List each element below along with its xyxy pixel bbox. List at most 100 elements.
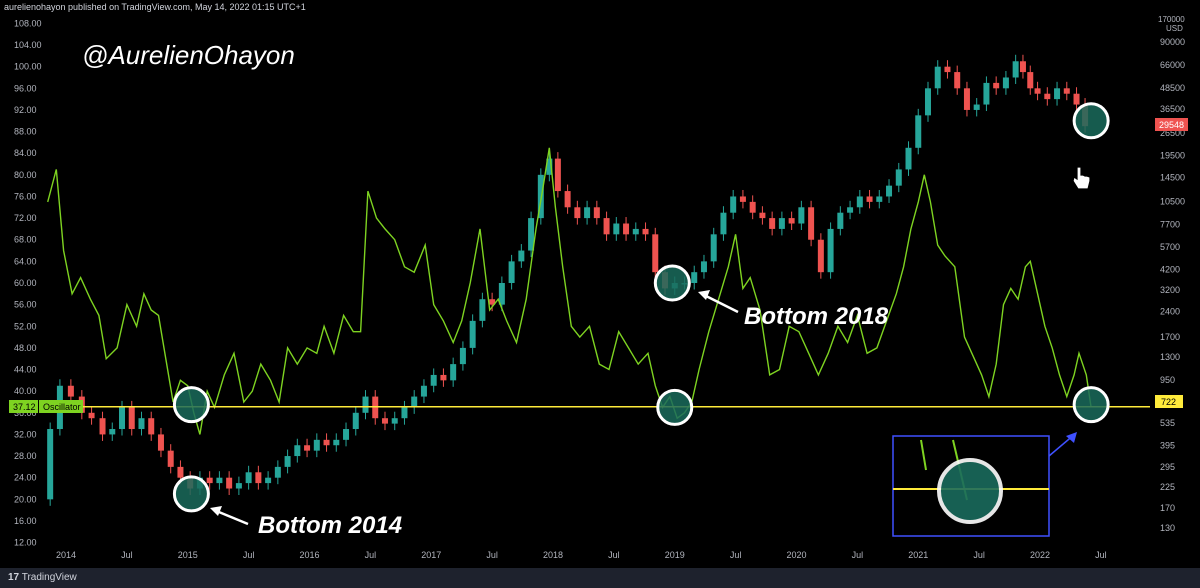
- left-axis-tick: 68.00: [14, 235, 37, 245]
- candle-body: [430, 374, 437, 386]
- left-axis-tick: 64.00: [14, 256, 37, 266]
- candle-body: [546, 158, 553, 175]
- right-axis-tick: 170: [1160, 503, 1175, 513]
- candle-body: [817, 239, 824, 273]
- x-axis-tick: Jul: [730, 550, 742, 560]
- x-axis-tick: 2021: [908, 550, 928, 560]
- right-axis-tick: 395: [1160, 440, 1175, 450]
- left-axis-tick: 24.00: [14, 473, 37, 483]
- left-axis-tick: 52.00: [14, 321, 37, 331]
- candle-body: [226, 477, 233, 489]
- candle-body: [895, 169, 902, 186]
- candle-body: [554, 158, 561, 192]
- candle-body: [401, 407, 408, 419]
- candle-body: [508, 261, 515, 283]
- candle-body: [837, 212, 844, 229]
- candle-body: [128, 407, 135, 430]
- x-axis-tick: Jul: [608, 550, 620, 560]
- x-axis-tick: 2016: [299, 550, 319, 560]
- candle-body: [905, 147, 912, 170]
- candle-body: [177, 466, 184, 478]
- candle-body: [420, 385, 427, 397]
- hand-cursor-icon: [1072, 166, 1091, 190]
- x-axis-tick: 2019: [665, 550, 685, 560]
- right-axis-tick: 90000: [1160, 37, 1185, 47]
- candle-body: [924, 88, 931, 116]
- right-axis-tick: 950: [1160, 375, 1175, 385]
- candle-body: [642, 228, 649, 235]
- candle-body: [788, 218, 795, 224]
- candle-body: [1019, 61, 1026, 73]
- candle-body: [1073, 93, 1080, 105]
- candle-body: [1012, 61, 1019, 78]
- candle-body: [284, 456, 291, 467]
- candle-body: [1002, 77, 1009, 89]
- candle-body: [294, 445, 301, 457]
- highlight-circle: [1072, 386, 1110, 424]
- candle-body: [603, 218, 610, 235]
- candle-body: [245, 472, 252, 484]
- right-axis-tick: 130: [1160, 523, 1175, 533]
- left-axis: 108.00 104.00 100.00 96.00 92.00 88.00 84.00 80…: [14, 18, 42, 547]
- right-axis-tick: 66000: [1160, 60, 1185, 70]
- candle-body: [157, 434, 164, 451]
- candle-body: [498, 283, 505, 305]
- x-axis-tick: 2015: [178, 550, 198, 560]
- candle-body: [235, 483, 242, 489]
- zoom-inset: [892, 432, 1077, 537]
- candle-body: [769, 218, 776, 229]
- candle-body: [265, 477, 272, 484]
- x-axis: 2014 Jul 2015 Jul 2016 Jul 2017 Jul 2018 Jul 2019 J…: [56, 550, 1107, 560]
- left-axis-tick: 12.00: [14, 538, 37, 548]
- x-axis-tick: Jul: [121, 550, 133, 560]
- candle-body: [778, 218, 785, 229]
- candle-body: [574, 207, 581, 219]
- right-axis-tick: 5700: [1160, 242, 1180, 252]
- candle-body: [564, 191, 571, 208]
- left-axis-tick: 48.00: [14, 343, 37, 353]
- right-axis-tick: 19500: [1160, 151, 1185, 161]
- right-axis-unit: USD: [1166, 24, 1183, 33]
- candle-body: [518, 250, 525, 262]
- candle-body: [148, 418, 155, 435]
- candle-body: [993, 82, 1000, 89]
- candle-body: [362, 396, 369, 413]
- candle-body: [313, 439, 320, 451]
- x-axis-tick: 2017: [421, 550, 441, 560]
- x-axis-tick: Jul: [486, 550, 498, 560]
- right-axis-tick: 1700: [1160, 332, 1180, 342]
- x-axis-tick: Jul: [365, 550, 377, 560]
- candle-body: [138, 418, 145, 430]
- candle-body: [1054, 88, 1061, 100]
- candle-body: [876, 196, 883, 202]
- candle-body: [323, 439, 330, 446]
- candle-body: [856, 196, 863, 208]
- right-axis-tick: 3200: [1160, 285, 1180, 295]
- candle-body: [216, 477, 223, 484]
- candle-body: [109, 429, 116, 435]
- right-axis-tick: 36500: [1160, 104, 1185, 114]
- candle-body: [827, 228, 834, 273]
- left-axis-tick: 20.00: [14, 494, 37, 504]
- candle-body: [528, 218, 535, 251]
- right-level-tag: 722: [1155, 395, 1183, 408]
- right-price-tag: 29548: [1155, 118, 1188, 131]
- candle-body: [343, 429, 350, 440]
- candle-body: [1027, 72, 1034, 89]
- candle-body: [983, 82, 990, 105]
- candle-body: [593, 207, 600, 219]
- candle-body: [381, 418, 388, 424]
- highlight-circle: [653, 264, 691, 302]
- right-axis-tick: 26500: [1160, 128, 1185, 138]
- candle-body: [119, 407, 126, 430]
- tradingview-logo-icon: 17: [8, 572, 20, 583]
- candle-body: [739, 196, 746, 202]
- watermark: @AurelienOhayon: [82, 40, 295, 70]
- candle-body: [411, 396, 418, 408]
- left-axis-tick: 16.00: [14, 516, 37, 526]
- oscillator-line: [47, 147, 1092, 435]
- left-axis-tick: 88.00: [14, 127, 37, 137]
- candle-body: [759, 212, 766, 219]
- candle-body: [973, 104, 980, 110]
- candle-body: [67, 385, 74, 397]
